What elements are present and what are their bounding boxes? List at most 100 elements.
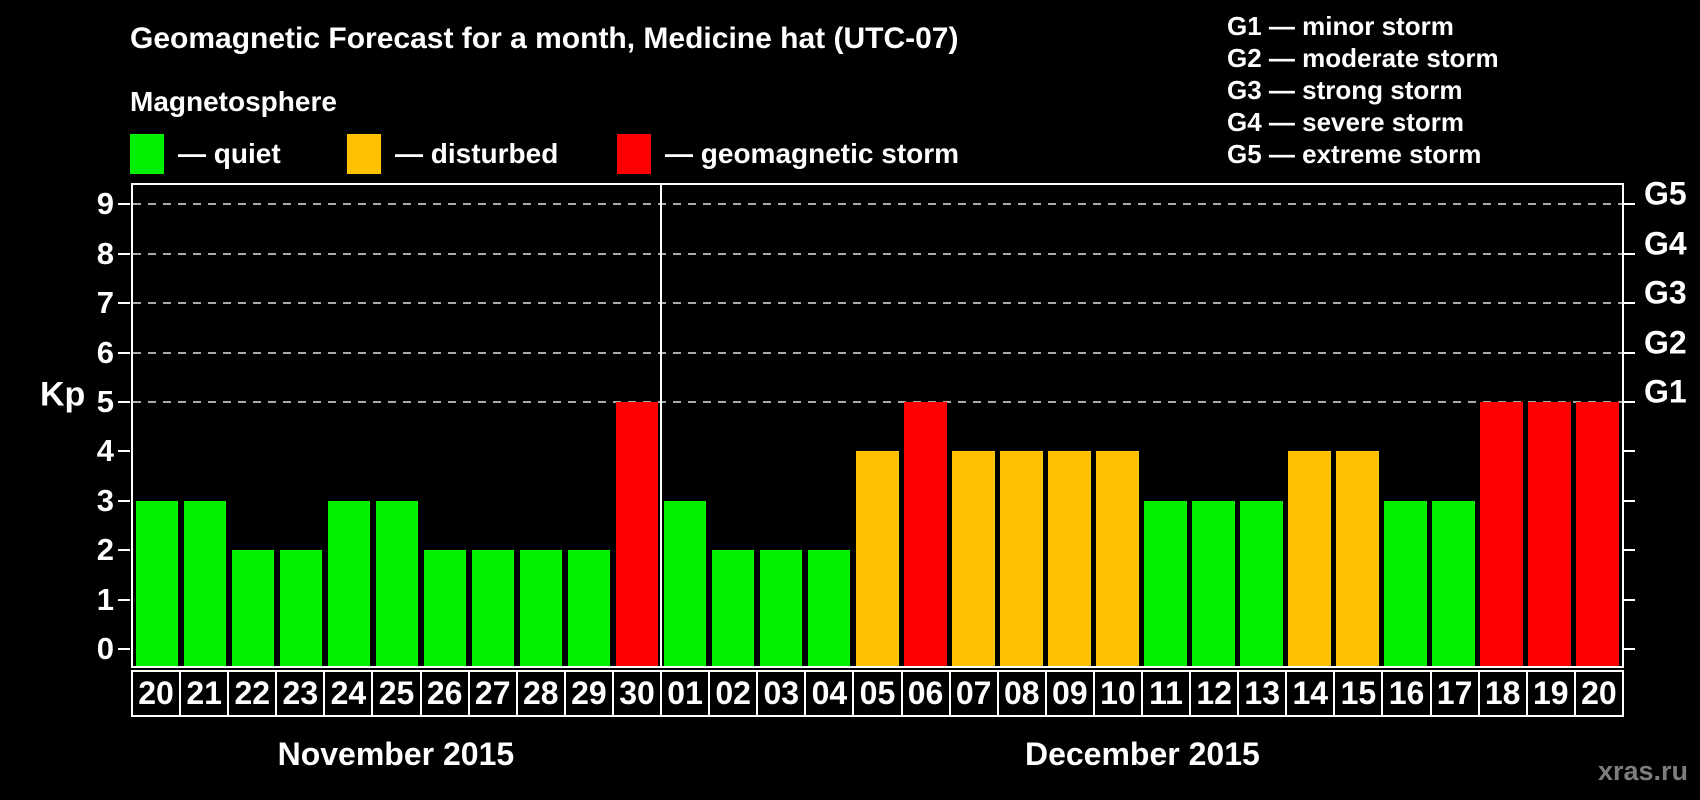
y-axis-tick-left: [118, 351, 130, 354]
y-axis-tick-left: [118, 450, 130, 453]
y-axis-label: 0: [96, 631, 114, 666]
kp-bar: [807, 550, 851, 666]
date-cell: 02: [708, 670, 759, 717]
date-cell: 05: [852, 670, 903, 717]
date-cell: 08: [996, 670, 1047, 717]
y-axis-tick-left: [118, 203, 130, 206]
y-axis-label: 2: [96, 532, 114, 568]
kp-bar: [904, 402, 947, 666]
magnetosphere-heading: Magnetosphere: [130, 86, 337, 117]
gridline-kp9: [133, 203, 1622, 206]
kp-bar: [519, 550, 563, 666]
kp-bar: [663, 500, 707, 666]
kp-bar: [1336, 451, 1379, 666]
kp-bar: [1528, 402, 1571, 666]
y-axis-title: Kp: [40, 375, 86, 414]
y-axis-label: 4: [96, 433, 114, 469]
kp-bar: [855, 451, 899, 666]
y-axis-tick-left: [118, 302, 130, 305]
y-axis-label: 9: [96, 186, 114, 222]
g-scale-label-g5: G5: [1644, 175, 1687, 212]
date-cell: 28: [515, 670, 566, 717]
date-cell: 20: [1573, 670, 1624, 717]
kp-bar: [759, 550, 803, 666]
date-cell: 23: [275, 670, 326, 717]
storm-scale-item-g1: G1 — minor storm: [1227, 11, 1454, 41]
kp-bar: [183, 500, 227, 666]
date-cell: 18: [1477, 670, 1528, 717]
date-cell: 07: [948, 670, 999, 717]
storm-scale-item-g4: G4 — severe storm: [1227, 107, 1465, 137]
date-cell: 29: [563, 670, 614, 717]
date-cell: 10: [1092, 670, 1143, 717]
date-cell: 16: [1381, 670, 1432, 717]
kp-bar: [135, 500, 179, 666]
y-axis-tick-right: [1623, 351, 1635, 354]
y-axis-tick-right: [1623, 598, 1635, 601]
y-axis-tick-right: [1623, 252, 1635, 255]
date-cell: 12: [1189, 670, 1240, 717]
kp-bar: [471, 550, 515, 666]
date-cell: 11: [1140, 670, 1192, 717]
date-cell: 30: [611, 670, 663, 717]
kp-bar: [1240, 500, 1283, 666]
gridline-kp8: [133, 252, 1622, 255]
storm-scale-item-g5: G5 — extreme storm: [1227, 139, 1482, 169]
y-axis-tick-right: [1623, 549, 1635, 552]
legend-item-disturbed: — disturbed: [347, 134, 558, 174]
storm-scale-item-g3: G3 — strong storm: [1227, 75, 1463, 105]
disturbed-swatch-icon: [347, 134, 381, 174]
y-axis-label: 3: [96, 482, 114, 518]
kp-bar: [567, 550, 611, 666]
kp-bar: [1144, 500, 1187, 666]
date-cell: 19: [1525, 670, 1576, 717]
storm-scale-legend: G1 — minor storm G2 — moderate storm G3 …: [1227, 10, 1499, 170]
kp-bar: [375, 500, 419, 666]
g-scale-label-g3: G3: [1644, 274, 1687, 311]
date-cell: 01: [660, 670, 711, 717]
y-axis-tick-right: [1623, 203, 1635, 206]
kp-bar: [279, 550, 323, 666]
y-axis-tick-left: [118, 549, 130, 552]
date-cell: 24: [323, 670, 374, 717]
kp-bar: [1000, 451, 1043, 666]
y-axis-tick-right: [1623, 302, 1635, 305]
kp-bar: [1432, 500, 1475, 666]
date-cell: 09: [1044, 670, 1095, 717]
date-cell: 04: [804, 670, 855, 717]
g-scale-label-g1: G1: [1644, 373, 1687, 410]
quiet-swatch-icon: [130, 134, 164, 174]
date-axis: 20 21 22 23 24 25 26 27 28 29 30 01 02 03 04 05 06 07 08 09…: [131, 670, 1624, 717]
gridline-kp6: [133, 351, 1622, 354]
date-cell: 22: [227, 670, 278, 717]
legend-item-storm: — geomagnetic storm: [617, 134, 959, 174]
y-axis-tick-left: [118, 401, 130, 403]
kp-bar: [952, 451, 995, 666]
y-axis-label: 6: [96, 334, 114, 370]
kp-bar: [423, 550, 467, 666]
kp-bar: [1480, 402, 1523, 666]
y-axis-label: 7: [96, 285, 114, 321]
date-cell: 13: [1237, 670, 1288, 717]
date-cell: 26: [419, 670, 470, 717]
y-axis-tick-left: [118, 252, 130, 255]
kp-bar: [231, 550, 275, 666]
date-cell: 21: [179, 670, 230, 717]
plot-area: [131, 183, 1624, 668]
date-cell: 27: [467, 670, 518, 717]
date-cell: 20: [131, 670, 182, 717]
chart-title: Geomagnetic Forecast for a month, Medici…: [130, 22, 959, 55]
date-cell: 06: [900, 670, 951, 717]
storm-scale-item-g2: G2 — moderate storm: [1227, 43, 1499, 73]
kp-bar: [1576, 402, 1619, 666]
y-axis-label: 1: [96, 581, 114, 617]
kp-bar: [711, 550, 755, 666]
kp-bar: [1288, 451, 1331, 666]
g-scale-label-g2: G2: [1644, 324, 1687, 361]
kp-bar: [1192, 500, 1235, 666]
y-axis-tick-right: [1623, 401, 1635, 403]
y-axis-tick-left: [118, 598, 130, 601]
y-axis-tick-left: [118, 648, 130, 650]
kp-bar: [1048, 451, 1091, 666]
